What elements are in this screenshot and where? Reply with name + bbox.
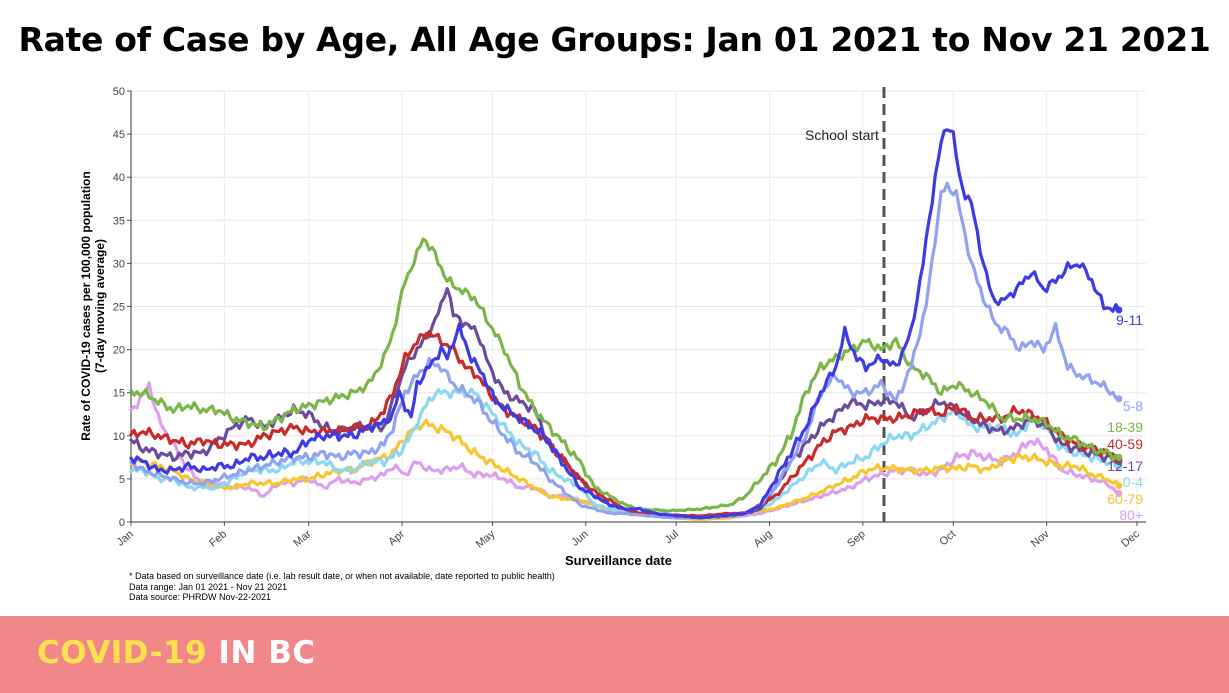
series-label-18-39: 18-39 — [1107, 419, 1143, 435]
y-tick-label-30: 30 — [113, 258, 125, 270]
note-line-2: Data range: Jan 01 2021 - Nov 21 2021 — [129, 581, 288, 592]
x-tick-label-nov: Nov — [1029, 528, 1052, 550]
school-start-label: School start — [805, 127, 879, 143]
note-line-1: * Data based on surveillance date (i.e. … — [129, 571, 555, 581]
series-end-point-18-39 — [1115, 453, 1123, 461]
y-axis-title-line-1: Rate of COVID-19 cases per 100,000 popul… — [79, 171, 93, 440]
series-label-40-59: 40-59 — [1107, 436, 1143, 452]
y-tick-label-25: 25 — [113, 302, 125, 314]
x-tick-label-aug: Aug — [752, 528, 775, 550]
brand-logo: COVID-19 IN BC — [37, 635, 316, 671]
series-label-9-11: 9-11 — [1116, 312, 1143, 328]
line-chart: 0 5 10 15 20 25 30 35 40 45 50 Jan Feb Mar Apr May Jun Ju… — [79, 86, 1146, 568]
series-end-point-60-79 — [1115, 482, 1123, 490]
y-tick-label-35: 35 — [113, 215, 125, 227]
x-tick-label-oct: Oct — [937, 528, 958, 548]
x-tick-label-feb: Feb — [207, 528, 229, 549]
y-tick-label-10: 10 — [113, 431, 125, 443]
series-label-60-79: 60-79 — [1107, 491, 1143, 507]
page-title: Rate of Case by Age, All Age Groups: Jan… — [18, 20, 1211, 59]
footer-banner — [0, 616, 1229, 693]
series-end-point-5-8 — [1115, 395, 1123, 403]
x-tick-label-jun: Jun — [569, 528, 590, 549]
y-axis-title-line-2: (7-day moving average) — [93, 239, 107, 373]
series-line-9-11 — [129, 128, 1121, 520]
series-label-5-8: 5-8 — [1123, 398, 1143, 414]
y-tick-label-0: 0 — [119, 517, 125, 529]
series-line-18-39 — [129, 237, 1121, 513]
series-label-0-4: 0-4 — [1123, 474, 1143, 490]
y-tick-label-40: 40 — [113, 172, 125, 184]
x-axis-title: Surveillance date — [565, 553, 672, 568]
y-tick-label-20: 20 — [113, 345, 125, 357]
x-tick-label-jan: Jan — [115, 528, 136, 549]
series-end-point-80- — [1115, 490, 1123, 498]
x-tick-label-mar: Mar — [291, 528, 313, 550]
series-label-80-: 80+ — [1119, 507, 1143, 523]
series-end-point-9-11 — [1115, 306, 1123, 314]
x-tick-label-apr: Apr — [386, 528, 407, 548]
x-tick-label-sep: Sep — [845, 528, 868, 550]
chart-notes: * Data based on surveillance date (i.e. … — [129, 571, 555, 603]
series-line-5-8 — [129, 181, 1121, 520]
series-label-12-17: 12-17 — [1107, 458, 1143, 474]
x-tick-label-dec: Dec — [1119, 528, 1142, 550]
x-tick-label-may: May — [474, 528, 498, 551]
series-end-point-0-4 — [1115, 463, 1123, 471]
y-tick-label-50: 50 — [113, 86, 125, 98]
note-line-3: Data source: PHRDW Nov-22-2021 — [129, 592, 272, 602]
brand-part-inbc: IN BC — [218, 635, 316, 671]
series-line-80- — [129, 381, 1121, 520]
y-tick-label-5: 5 — [119, 474, 125, 486]
y-tick-label-15: 15 — [113, 388, 125, 400]
y-tick-label-45: 45 — [113, 129, 125, 141]
x-tick-label-jul: Jul — [663, 528, 681, 546]
brand-part-covid: COVID-19 — [37, 635, 208, 671]
